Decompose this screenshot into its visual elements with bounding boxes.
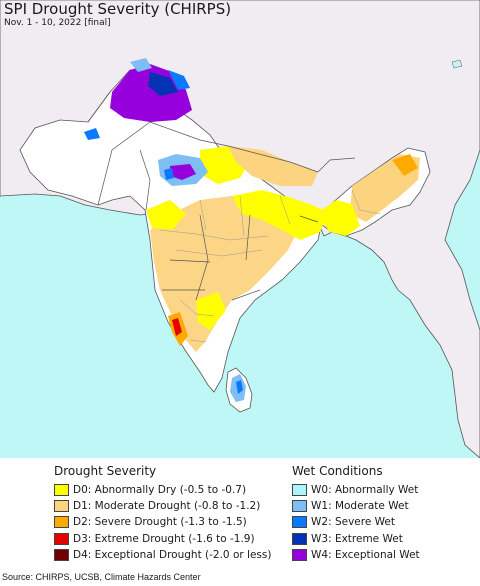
source-note: Source: CHIRPS, UCSB, Climate Hazards Ce…: [2, 572, 201, 582]
legend-swatch: [54, 500, 69, 513]
legend-swatch: [292, 548, 307, 561]
legend-item-w2: W2: Severe Wet: [292, 514, 420, 530]
legend-item-d3: D3: Extreme Drought (-1.6 to -1.9): [54, 531, 271, 547]
wet-legend-heading: Wet Conditions: [292, 464, 383, 478]
d0-south-region: [196, 292, 226, 330]
legend-label: W0: Abnormally Wet: [311, 484, 419, 497]
sri-lanka-moderate-wet: [236, 380, 243, 394]
drought-legend: Drought Severity D0: Abnormally Dry (-0.…: [54, 464, 271, 563]
d1-central-region: [150, 196, 300, 352]
legend-swatch: [292, 484, 307, 497]
border-lines: [87, 91, 356, 301]
legend-item-w1: W1: Moderate Wet: [292, 498, 420, 514]
w4-central-patch: [170, 164, 196, 180]
legend-item-d0: D0: Abnormally Dry (-0.5 to -0.7): [54, 482, 271, 498]
legend-label: D4: Exceptional Drought (-2.0 or less): [73, 548, 272, 561]
legend-label: D2: Severe Drought (-1.3 to -1.5): [73, 516, 247, 529]
legend-swatch: [292, 500, 307, 513]
w1-north-patch: [130, 58, 152, 72]
drought-legend-heading: Drought Severity: [54, 464, 157, 478]
w2-central-patch: [164, 168, 174, 180]
legend-item-d4: D4: Exceptional Drought (-2.0 or less): [54, 547, 271, 563]
legend-item-d1: D1: Moderate Drought (-0.8 to -1.2): [54, 498, 271, 514]
legend-swatch: [292, 516, 307, 529]
d2-northeast-patch: [392, 154, 418, 176]
legend-swatch: [292, 532, 307, 545]
legend-swatch: [54, 516, 69, 529]
drought-map: [0, 0, 480, 458]
legend-label: D3: Extreme Drought (-1.6 to -1.9): [73, 532, 255, 545]
w2-west-patch: [84, 128, 100, 140]
legend-item-w3: W3: Extreme Wet: [292, 531, 420, 547]
legend-swatch: [54, 532, 69, 545]
legend-item-d2: D2: Severe Drought (-1.3 to -1.5): [54, 514, 271, 530]
legend-label: D0: Abnormally Dry (-0.5 to -0.7): [73, 484, 247, 497]
d1-north-region: [228, 146, 318, 186]
legend-swatch: [54, 484, 69, 497]
d0-east-region: [232, 190, 328, 240]
w3-north-patch: [148, 72, 178, 96]
d0-west-region: [146, 200, 186, 230]
state-lines: [159, 189, 381, 343]
legend-swatch: [54, 548, 69, 561]
lake: [451, 59, 463, 69]
legend-label: W1: Moderate Wet: [311, 500, 409, 513]
legend-item-w4: W4: Exceptional Wet: [292, 547, 420, 563]
d0-bangladesh-region: [316, 200, 360, 236]
wet-legend: Wet Conditions W0: Abnormally Wet W1: Mo…: [292, 464, 420, 563]
d3-southwest-coast: [172, 318, 182, 336]
legend-label: D1: Moderate Drought (-0.8 to -1.2): [73, 500, 261, 513]
w4-north-region: [110, 64, 192, 122]
legend-label: W3: Extreme Wet: [311, 532, 403, 545]
legend-label: W4: Exceptional Wet: [311, 548, 420, 561]
w2-north-patch: [168, 70, 190, 90]
legend-label: W2: Severe Wet: [311, 516, 395, 529]
map-subtitle: Nov. 1 - 10, 2022 [final]: [4, 18, 111, 28]
legend-item-w0: W0: Abnormally Wet: [292, 482, 420, 498]
map-title: SPI Drought Severity (CHIRPS): [4, 0, 232, 18]
